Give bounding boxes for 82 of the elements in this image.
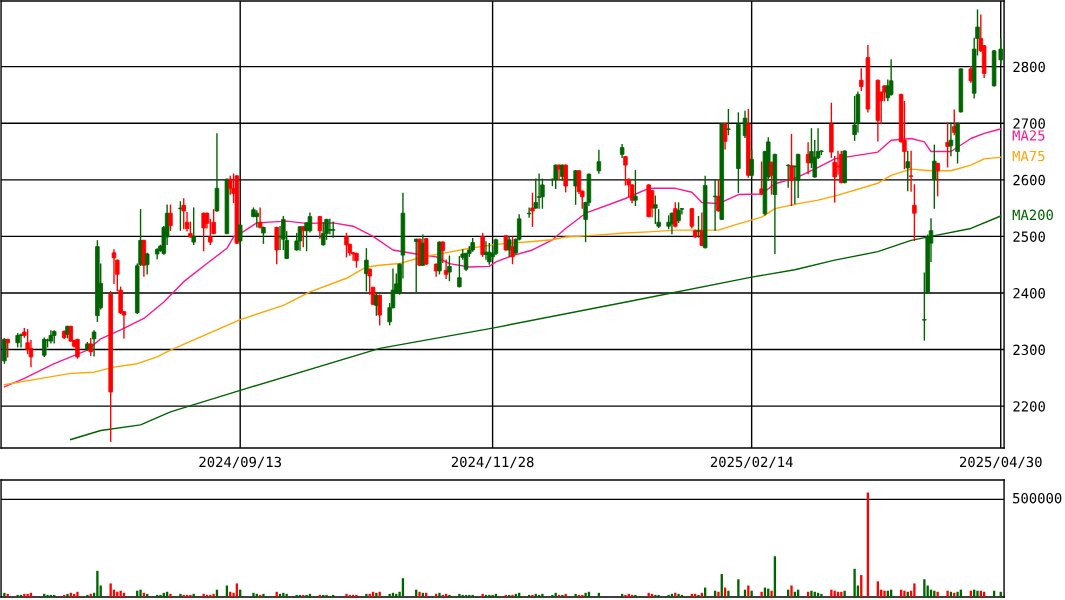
y-tick-label: 2200 (1013, 401, 1045, 412)
candlestick (307, 212, 313, 233)
candlestick (653, 195, 658, 225)
candlestick (480, 232, 485, 257)
candlestick (726, 108, 731, 136)
x-tick-label: 2025/02/14 (710, 456, 793, 469)
candlestick (935, 162, 940, 197)
bar (737, 579, 740, 597)
candlestick (596, 149, 602, 174)
candlestick (178, 201, 183, 231)
bar (727, 590, 730, 597)
y-tick-label: 2700 (1013, 118, 1045, 129)
bar (853, 568, 856, 597)
bar (541, 593, 544, 597)
x-tick-label: 2025/04/30 (959, 456, 1042, 469)
series-label: MA25 (1012, 130, 1045, 141)
candlestick (912, 184, 917, 242)
bar (790, 585, 793, 597)
candlestick (832, 155, 837, 203)
candlestick (749, 149, 754, 178)
bar (820, 593, 823, 597)
bar (717, 591, 720, 597)
bar (202, 593, 205, 597)
bar (946, 590, 949, 597)
y-tick-label: 2400 (1013, 287, 1045, 299)
bar (355, 594, 358, 597)
bar (481, 593, 484, 597)
candlestick (237, 224, 243, 246)
candlestick (330, 221, 336, 238)
bar (448, 594, 451, 597)
candlestick (440, 241, 446, 264)
y-tick-label: 2600 (1013, 174, 1045, 186)
bar (654, 594, 657, 597)
candlestick (536, 173, 542, 209)
candlestick (447, 255, 452, 282)
candlestick (181, 198, 186, 230)
bar (760, 591, 763, 597)
candlestick (676, 202, 681, 223)
candlestick (144, 252, 150, 275)
candlestick (364, 248, 369, 292)
bar (913, 583, 916, 597)
candlestick (948, 122, 954, 157)
candlestick (789, 133, 794, 206)
bar (634, 594, 637, 597)
bar (667, 594, 670, 597)
candlestick (317, 215, 323, 239)
candlestick (443, 259, 449, 279)
candlestick (932, 144, 937, 209)
series-label: MA200 (1012, 209, 1053, 221)
candlestick (168, 204, 173, 231)
candlestick (852, 95, 857, 141)
bar (657, 594, 660, 597)
candlestick (327, 218, 333, 235)
bar (169, 593, 172, 597)
x-tick-label: 2024/11/28 (451, 456, 534, 469)
bar (96, 570, 99, 597)
candlestick (623, 155, 628, 186)
candlestick (320, 222, 326, 246)
candlestick (483, 241, 489, 260)
y-tick-label: 2800 (1013, 61, 1045, 73)
candlestick (111, 249, 117, 285)
bar (750, 590, 753, 597)
candlestick (689, 207, 695, 229)
text: 500000 (1013, 492, 1062, 504)
bar (295, 594, 298, 597)
candlestick (457, 256, 462, 288)
y-tick-label: 2300 (1013, 344, 1045, 356)
candlestick (576, 170, 582, 195)
candlestick (274, 226, 279, 265)
line-series (70, 215, 1002, 441)
y-tick-label: 2500 (1013, 231, 1045, 242)
candlestick (530, 192, 535, 227)
bar (262, 593, 265, 597)
bar (923, 579, 926, 597)
candlestick (214, 133, 220, 212)
x-tick-label: 2024/09/13 (199, 456, 281, 469)
series-label: MA75 (1012, 150, 1045, 162)
candlestick (722, 123, 728, 150)
bar (76, 591, 79, 597)
candlestick (785, 164, 791, 188)
bar (574, 593, 577, 597)
bar (388, 593, 391, 597)
